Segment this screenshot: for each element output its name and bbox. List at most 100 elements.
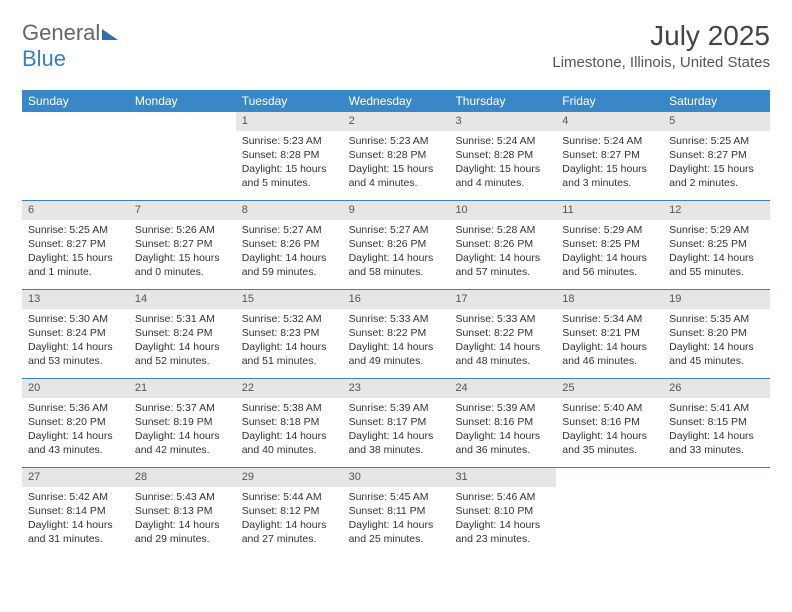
calendar-cell: 27Sunrise: 5:42 AMSunset: 8:14 PMDayligh… (22, 468, 129, 556)
sunset-text: Sunset: 8:14 PM (28, 504, 123, 518)
sunrise-text: Sunrise: 5:23 AM (242, 134, 337, 148)
sunrise-text: Sunrise: 5:43 AM (135, 490, 230, 504)
day-header-row: SundayMondayTuesdayWednesdayThursdayFrid… (22, 90, 770, 112)
calendar-cell: 23Sunrise: 5:39 AMSunset: 8:17 PMDayligh… (343, 379, 450, 467)
calendar-cell-empty (22, 112, 129, 200)
calendar-cell: 22Sunrise: 5:38 AMSunset: 8:18 PMDayligh… (236, 379, 343, 467)
sunrise-text: Sunrise: 5:26 AM (135, 223, 230, 237)
day-details: Sunrise: 5:23 AMSunset: 8:28 PMDaylight:… (236, 131, 343, 197)
daylight-text: Daylight: 14 hours and 29 minutes. (135, 518, 230, 546)
calendar-cell: 1Sunrise: 5:23 AMSunset: 8:28 PMDaylight… (236, 112, 343, 200)
sunrise-text: Sunrise: 5:35 AM (669, 312, 764, 326)
daylight-text: Daylight: 15 hours and 1 minute. (28, 251, 123, 279)
day-details: Sunrise: 5:27 AMSunset: 8:26 PMDaylight:… (343, 220, 450, 286)
daylight-text: Daylight: 14 hours and 36 minutes. (455, 429, 550, 457)
sunrise-text: Sunrise: 5:27 AM (242, 223, 337, 237)
sunset-text: Sunset: 8:27 PM (562, 148, 657, 162)
daylight-text: Daylight: 15 hours and 4 minutes. (349, 162, 444, 190)
day-number: 4 (556, 112, 663, 131)
title-block: July 2025 Limestone, Illinois, United St… (552, 20, 770, 71)
day-details: Sunrise: 5:28 AMSunset: 8:26 PMDaylight:… (449, 220, 556, 286)
day-details: Sunrise: 5:36 AMSunset: 8:20 PMDaylight:… (22, 398, 129, 464)
day-details: Sunrise: 5:32 AMSunset: 8:23 PMDaylight:… (236, 309, 343, 375)
calendar-cell: 4Sunrise: 5:24 AMSunset: 8:27 PMDaylight… (556, 112, 663, 200)
sunrise-text: Sunrise: 5:25 AM (669, 134, 764, 148)
day-details: Sunrise: 5:46 AMSunset: 8:10 PMDaylight:… (449, 487, 556, 553)
sunrise-text: Sunrise: 5:30 AM (28, 312, 123, 326)
day-number: 31 (449, 468, 556, 487)
page-subtitle: Limestone, Illinois, United States (552, 54, 770, 71)
daylight-text: Daylight: 15 hours and 5 minutes. (242, 162, 337, 190)
daylight-text: Daylight: 15 hours and 4 minutes. (455, 162, 550, 190)
sunset-text: Sunset: 8:27 PM (28, 237, 123, 251)
daylight-text: Daylight: 15 hours and 0 minutes. (135, 251, 230, 279)
day-details: Sunrise: 5:42 AMSunset: 8:14 PMDaylight:… (22, 487, 129, 553)
calendar-cell: 14Sunrise: 5:31 AMSunset: 8:24 PMDayligh… (129, 290, 236, 378)
sunset-text: Sunset: 8:16 PM (562, 415, 657, 429)
daylight-text: Daylight: 14 hours and 48 minutes. (455, 340, 550, 368)
day-number: 23 (343, 379, 450, 398)
day-number: 19 (663, 290, 770, 309)
daylight-text: Daylight: 14 hours and 35 minutes. (562, 429, 657, 457)
week-row: 13Sunrise: 5:30 AMSunset: 8:24 PMDayligh… (22, 289, 770, 378)
daylight-text: Daylight: 14 hours and 31 minutes. (28, 518, 123, 546)
day-details: Sunrise: 5:37 AMSunset: 8:19 PMDaylight:… (129, 398, 236, 464)
sunset-text: Sunset: 8:25 PM (562, 237, 657, 251)
day-number: 10 (449, 201, 556, 220)
page-title: July 2025 (552, 20, 770, 52)
sunrise-text: Sunrise: 5:33 AM (455, 312, 550, 326)
day-details: Sunrise: 5:38 AMSunset: 8:18 PMDaylight:… (236, 398, 343, 464)
day-header-friday: Friday (556, 90, 663, 112)
day-details: Sunrise: 5:41 AMSunset: 8:15 PMDaylight:… (663, 398, 770, 464)
page-header: GeneralBlue July 2025 Limestone, Illinoi… (22, 20, 770, 72)
sunset-text: Sunset: 8:20 PM (28, 415, 123, 429)
sunset-text: Sunset: 8:22 PM (349, 326, 444, 340)
sunrise-text: Sunrise: 5:27 AM (349, 223, 444, 237)
day-header-monday: Monday (129, 90, 236, 112)
day-details: Sunrise: 5:39 AMSunset: 8:17 PMDaylight:… (343, 398, 450, 464)
day-details: Sunrise: 5:26 AMSunset: 8:27 PMDaylight:… (129, 220, 236, 286)
sunrise-text: Sunrise: 5:32 AM (242, 312, 337, 326)
day-header-wednesday: Wednesday (343, 90, 450, 112)
day-details: Sunrise: 5:31 AMSunset: 8:24 PMDaylight:… (129, 309, 236, 375)
sunset-text: Sunset: 8:26 PM (242, 237, 337, 251)
calendar-cell: 5Sunrise: 5:25 AMSunset: 8:27 PMDaylight… (663, 112, 770, 200)
sunset-text: Sunset: 8:12 PM (242, 504, 337, 518)
sunrise-text: Sunrise: 5:46 AM (455, 490, 550, 504)
sunrise-text: Sunrise: 5:28 AM (455, 223, 550, 237)
sunset-text: Sunset: 8:16 PM (455, 415, 550, 429)
day-number: 6 (22, 201, 129, 220)
calendar-cell: 20Sunrise: 5:36 AMSunset: 8:20 PMDayligh… (22, 379, 129, 467)
sunset-text: Sunset: 8:19 PM (135, 415, 230, 429)
daylight-text: Daylight: 14 hours and 56 minutes. (562, 251, 657, 279)
day-details: Sunrise: 5:45 AMSunset: 8:11 PMDaylight:… (343, 487, 450, 553)
calendar-cell: 26Sunrise: 5:41 AMSunset: 8:15 PMDayligh… (663, 379, 770, 467)
day-number: 17 (449, 290, 556, 309)
logo-wrap: GeneralBlue (22, 20, 118, 72)
day-number: 18 (556, 290, 663, 309)
sunrise-text: Sunrise: 5:45 AM (349, 490, 444, 504)
day-number: 15 (236, 290, 343, 309)
calendar-cell: 24Sunrise: 5:39 AMSunset: 8:16 PMDayligh… (449, 379, 556, 467)
calendar-cell: 29Sunrise: 5:44 AMSunset: 8:12 PMDayligh… (236, 468, 343, 556)
day-details: Sunrise: 5:33 AMSunset: 8:22 PMDaylight:… (449, 309, 556, 375)
sunset-text: Sunset: 8:22 PM (455, 326, 550, 340)
day-details: Sunrise: 5:25 AMSunset: 8:27 PMDaylight:… (22, 220, 129, 286)
weeks-container: 1Sunrise: 5:23 AMSunset: 8:28 PMDaylight… (22, 112, 770, 556)
sunrise-text: Sunrise: 5:39 AM (455, 401, 550, 415)
sunset-text: Sunset: 8:28 PM (349, 148, 444, 162)
logo-triangle-icon (102, 29, 118, 40)
day-details: Sunrise: 5:23 AMSunset: 8:28 PMDaylight:… (343, 131, 450, 197)
calendar-cell-empty (556, 468, 663, 556)
sunset-text: Sunset: 8:23 PM (242, 326, 337, 340)
sunset-text: Sunset: 8:17 PM (349, 415, 444, 429)
sunrise-text: Sunrise: 5:39 AM (349, 401, 444, 415)
sunset-text: Sunset: 8:21 PM (562, 326, 657, 340)
sunset-text: Sunset: 8:27 PM (135, 237, 230, 251)
calendar-cell: 16Sunrise: 5:33 AMSunset: 8:22 PMDayligh… (343, 290, 450, 378)
sunrise-text: Sunrise: 5:40 AM (562, 401, 657, 415)
daylight-text: Daylight: 14 hours and 27 minutes. (242, 518, 337, 546)
sunrise-text: Sunrise: 5:38 AM (242, 401, 337, 415)
sunrise-text: Sunrise: 5:42 AM (28, 490, 123, 504)
week-row: 6Sunrise: 5:25 AMSunset: 8:27 PMDaylight… (22, 200, 770, 289)
